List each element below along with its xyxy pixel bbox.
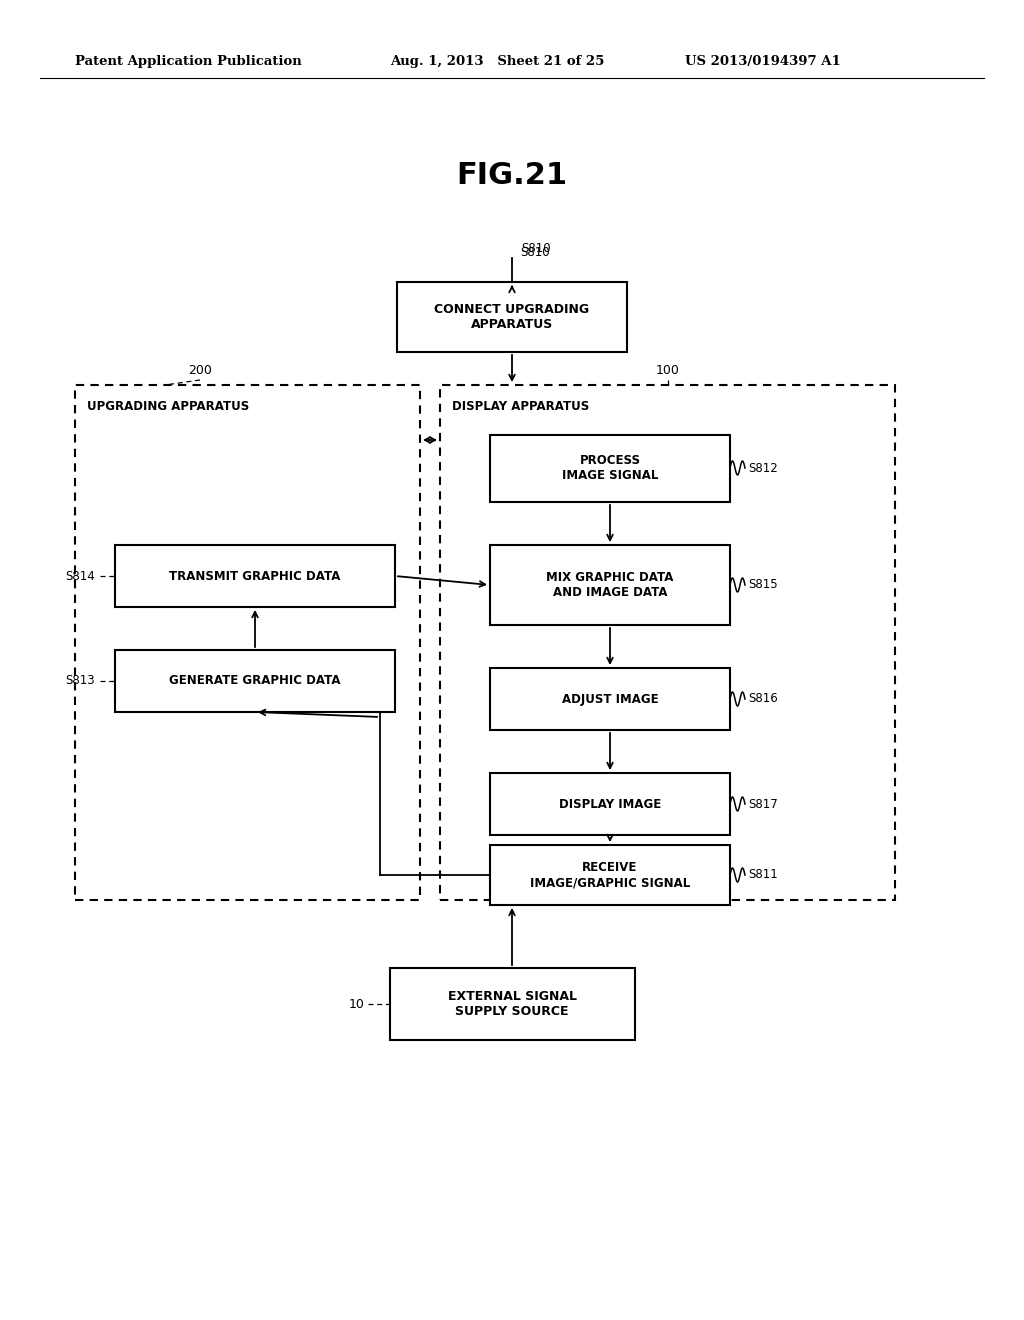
Text: CONNECT UPGRADING
APPARATUS: CONNECT UPGRADING APPARATUS: [434, 304, 590, 331]
Bar: [115, 545, 395, 607]
Text: S814: S814: [65, 569, 95, 582]
Text: PROCESS
IMAGE SIGNAL: PROCESS IMAGE SIGNAL: [562, 454, 658, 482]
Bar: [490, 845, 730, 906]
Text: Aug. 1, 2013   Sheet 21 of 25: Aug. 1, 2013 Sheet 21 of 25: [390, 55, 604, 69]
Text: 100: 100: [656, 363, 680, 376]
Text: DISPLAY APPARATUS: DISPLAY APPARATUS: [452, 400, 589, 413]
Text: Patent Application Publication: Patent Application Publication: [75, 55, 302, 69]
Text: GENERATE GRAPHIC DATA: GENERATE GRAPHIC DATA: [169, 675, 341, 688]
Bar: [490, 545, 730, 624]
Bar: [397, 282, 627, 352]
Text: S816: S816: [748, 693, 778, 705]
Text: UPGRADING APPARATUS: UPGRADING APPARATUS: [87, 400, 249, 413]
Bar: [440, 385, 895, 900]
Text: S813: S813: [65, 675, 94, 688]
Bar: [115, 649, 395, 711]
Text: S810: S810: [521, 242, 551, 255]
Text: RECEIVE
IMAGE/GRAPHIC SIGNAL: RECEIVE IMAGE/GRAPHIC SIGNAL: [529, 861, 690, 888]
Text: FIG.21: FIG.21: [457, 161, 567, 190]
Text: S815: S815: [748, 578, 777, 591]
Bar: [490, 668, 730, 730]
Text: 10: 10: [349, 998, 365, 1011]
Text: US 2013/0194397 A1: US 2013/0194397 A1: [685, 55, 841, 69]
Bar: [75, 385, 420, 900]
Text: S812: S812: [748, 462, 778, 474]
Text: TRANSMIT GRAPHIC DATA: TRANSMIT GRAPHIC DATA: [169, 569, 341, 582]
Bar: [490, 436, 730, 502]
Text: S810: S810: [520, 246, 550, 259]
Text: ADJUST IMAGE: ADJUST IMAGE: [562, 693, 658, 705]
Text: EXTERNAL SIGNAL
SUPPLY SOURCE: EXTERNAL SIGNAL SUPPLY SOURCE: [447, 990, 577, 1018]
Text: 200: 200: [188, 363, 212, 376]
Text: S811: S811: [748, 869, 778, 882]
Bar: [490, 774, 730, 836]
Text: MIX GRAPHIC DATA
AND IMAGE DATA: MIX GRAPHIC DATA AND IMAGE DATA: [547, 572, 674, 599]
Text: S817: S817: [748, 797, 778, 810]
Text: DISPLAY IMAGE: DISPLAY IMAGE: [559, 797, 662, 810]
Bar: [390, 968, 635, 1040]
